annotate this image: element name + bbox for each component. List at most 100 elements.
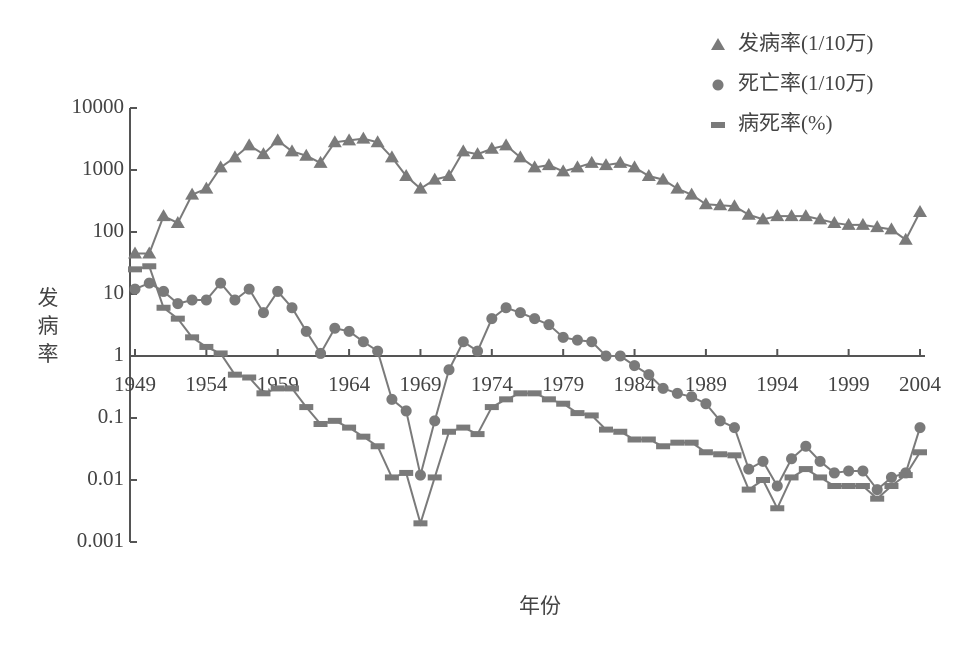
data-point (457, 336, 469, 348)
data-point (186, 294, 198, 306)
data-point (728, 422, 740, 434)
data-point (771, 480, 783, 492)
data-point (657, 382, 669, 394)
data-point (200, 294, 212, 306)
data-point (741, 207, 756, 220)
data-point (470, 147, 485, 160)
data-point (714, 415, 726, 427)
data-point (599, 426, 613, 433)
data-point (243, 283, 255, 295)
data-point (484, 141, 499, 154)
data-point (356, 131, 371, 144)
data-point (656, 443, 671, 450)
data-point (529, 313, 541, 325)
data-point (841, 217, 856, 230)
data-point (756, 477, 770, 483)
data-point (257, 307, 269, 319)
data-point (813, 474, 828, 481)
data-point (841, 483, 856, 490)
data-point (400, 405, 412, 417)
data-point (813, 212, 828, 225)
x-axis-label: 年份 (519, 594, 561, 618)
data-point (656, 172, 671, 185)
data-point (643, 369, 655, 381)
data-point (170, 215, 185, 228)
legend-marker (711, 122, 725, 128)
data-point (570, 160, 585, 173)
data-point (170, 315, 185, 322)
data-point (386, 393, 398, 405)
data-point (584, 412, 599, 419)
y-tick-label: 0.001 (77, 528, 124, 552)
data-point (727, 452, 742, 459)
data-point (885, 471, 897, 483)
data-point (871, 484, 883, 496)
data-point (442, 169, 456, 182)
data-point (443, 364, 455, 376)
data-point (356, 433, 371, 440)
data-point (213, 160, 228, 173)
data-point (370, 443, 385, 450)
x-tick-label: 1949 (114, 372, 156, 396)
data-point (586, 336, 598, 348)
data-point (527, 160, 542, 173)
data-point (913, 449, 927, 456)
data-point (215, 277, 227, 289)
data-point (727, 199, 742, 212)
data-point (313, 421, 328, 428)
data-point (828, 467, 840, 479)
data-point (670, 181, 685, 194)
data-point (627, 160, 642, 173)
data-point (315, 347, 327, 359)
x-tick-label: 2004 (899, 372, 942, 396)
data-point (827, 483, 842, 490)
data-point (427, 172, 442, 185)
data-point (584, 155, 599, 168)
data-point (499, 396, 514, 403)
data-point (614, 350, 626, 362)
data-point (556, 400, 571, 407)
data-point (913, 205, 927, 218)
data-point (256, 147, 271, 160)
data-point (770, 505, 785, 512)
data-point (156, 209, 171, 222)
data-point (199, 343, 214, 350)
data-point (629, 360, 641, 372)
data-point (627, 436, 642, 443)
data-point (327, 417, 342, 424)
data-point (242, 138, 257, 151)
data-point (185, 334, 200, 341)
data-point (399, 169, 414, 182)
data-point (313, 155, 328, 168)
data-point (670, 439, 685, 446)
legend-label: 病死率(%) (738, 111, 832, 135)
data-point (285, 144, 299, 157)
data-point (227, 371, 242, 378)
data-point (613, 428, 628, 435)
legend-marker (712, 79, 724, 91)
x-tick-label: 1994 (756, 372, 799, 396)
x-tick-label: 1969 (399, 372, 441, 396)
data-point (143, 277, 155, 289)
data-point (684, 439, 699, 446)
data-point (172, 298, 184, 310)
legend-marker (711, 38, 725, 50)
data-point (399, 469, 414, 476)
x-tick-label: 1954 (185, 372, 228, 396)
legend-label: 死亡率(1/10万) (738, 71, 873, 95)
data-point (427, 474, 442, 481)
y-tick-label: 0.01 (87, 466, 124, 490)
data-point (372, 345, 384, 357)
data-point (384, 150, 399, 163)
data-point (128, 266, 142, 273)
data-point (884, 222, 899, 235)
data-point (671, 387, 683, 399)
data-point (855, 483, 870, 490)
data-point (855, 217, 870, 230)
data-point (142, 246, 157, 259)
data-point (484, 404, 499, 411)
data-point (541, 396, 556, 403)
data-point (571, 334, 583, 346)
data-point (756, 212, 770, 225)
